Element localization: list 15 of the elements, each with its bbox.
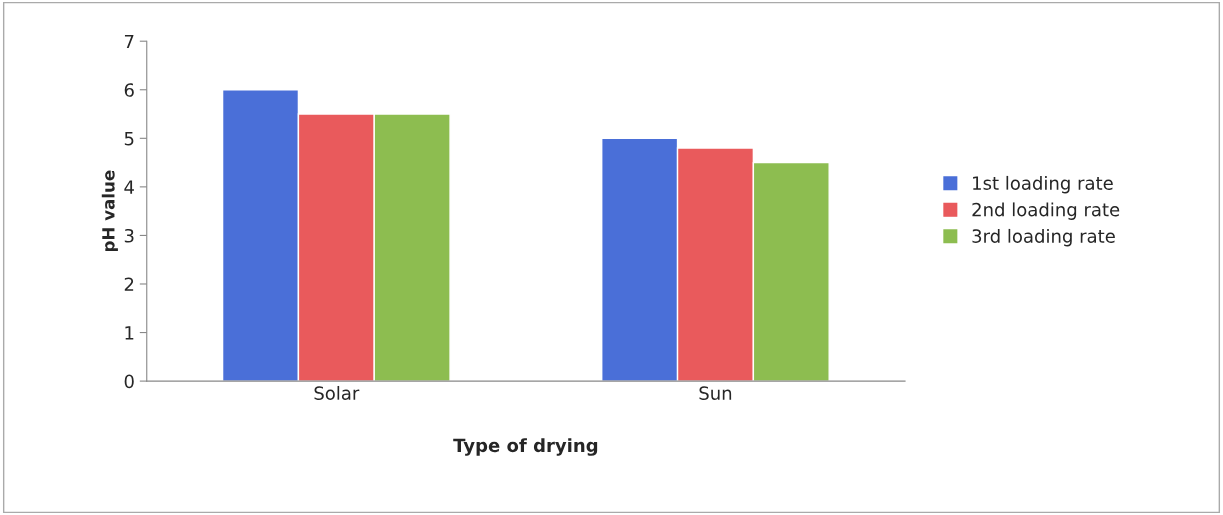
y-tick-label: 4 [124,180,134,194]
legend-label: 2nd loading rate [972,202,1120,220]
y-axis-title: pH value [101,170,118,252]
x-tick-label: Sun [699,386,732,400]
y-tick-label: 5 [124,132,134,146]
x-axis-title: Type of drying [453,438,598,456]
y-tick-label: 1 [125,326,134,340]
y-tick-label: 2 [124,277,134,291]
y-tick-label: 6 [124,83,134,97]
y-tick-label: 7 [124,34,134,49]
legend-label: 1st loading rate [973,175,1113,194]
x-tick-label: Solar [314,385,360,400]
y-tick-label: 0 [124,374,134,389]
y-tick-label: 3 [124,228,134,243]
legend-label: 3rd loading rate [972,228,1115,247]
